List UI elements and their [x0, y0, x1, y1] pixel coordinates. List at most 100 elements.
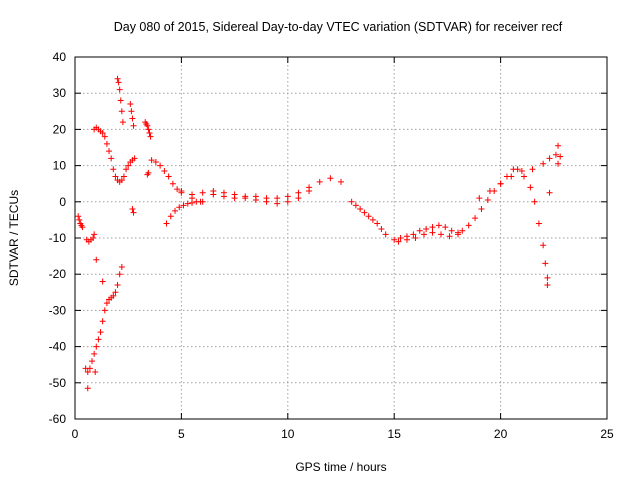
- series-scatter-late: [544, 142, 562, 289]
- data-point: [184, 200, 191, 207]
- data-point: [76, 216, 83, 223]
- series-near-start-dip: [75, 213, 86, 231]
- data-point: [161, 168, 168, 175]
- data-markers: [75, 75, 564, 392]
- y-tick-label: 0: [59, 195, 66, 209]
- data-point: [95, 336, 102, 343]
- y-tick-label: -60: [49, 412, 67, 426]
- data-point: [93, 343, 100, 350]
- data-point: [117, 97, 124, 104]
- data-point: [101, 307, 108, 314]
- data-point: [378, 225, 385, 232]
- data-point: [125, 162, 132, 169]
- data-point: [403, 236, 410, 243]
- data-point: [157, 162, 164, 169]
- data-point: [472, 215, 479, 222]
- y-tick-label: -40: [49, 340, 67, 354]
- data-point: [478, 206, 485, 213]
- series-early-10-cluster: [83, 231, 98, 245]
- data-point: [540, 242, 547, 249]
- x-tick-label: 20: [494, 427, 508, 441]
- data-point: [118, 177, 125, 184]
- data-point: [123, 166, 130, 173]
- data-point: [284, 198, 291, 205]
- series-secondary-band-5-5-11h: [189, 187, 313, 207]
- data-point: [497, 180, 504, 187]
- y-tick-label: 10: [53, 159, 67, 173]
- data-point: [174, 186, 181, 193]
- data-point: [165, 173, 172, 180]
- data-point: [438, 231, 445, 238]
- data-point: [148, 157, 155, 164]
- data-point: [180, 202, 187, 209]
- x-axis-label: GPS time / hours: [295, 460, 386, 474]
- data-point: [119, 119, 126, 126]
- data-point: [557, 153, 564, 160]
- data-point: [115, 79, 122, 86]
- data-point: [369, 216, 376, 223]
- data-point: [429, 224, 436, 231]
- data-point: [382, 231, 389, 238]
- data-point: [147, 133, 154, 140]
- data-point: [116, 271, 123, 278]
- grid-lines: [75, 57, 607, 419]
- series-upper-band: [91, 124, 138, 185]
- data-point: [508, 173, 515, 180]
- data-point: [176, 204, 183, 211]
- data-point: [361, 209, 368, 216]
- data-point: [129, 115, 136, 122]
- y-tick-label: -30: [49, 303, 67, 317]
- series-falling-13-14-5h: [348, 198, 389, 238]
- data-point: [352, 202, 359, 209]
- data-point: [410, 231, 417, 238]
- data-point: [327, 175, 334, 182]
- data-point: [84, 385, 91, 392]
- series-spike-near-3-4h: [142, 119, 154, 140]
- series-upper-rise-19-22-8h: [476, 151, 564, 202]
- data-point: [448, 227, 455, 234]
- data-point: [110, 292, 117, 299]
- data-point: [316, 178, 323, 185]
- data-point: [284, 193, 291, 200]
- series-trough-lower-15-18h: [395, 229, 462, 245]
- data-point: [118, 108, 125, 115]
- x-tick-label: 0: [72, 427, 79, 441]
- data-point: [152, 158, 159, 165]
- data-point: [446, 233, 453, 240]
- data-point: [103, 140, 110, 147]
- data-point: [79, 224, 86, 231]
- data-point: [535, 220, 542, 227]
- data-point: [114, 75, 121, 82]
- data-point: [306, 187, 313, 194]
- data-point: [544, 274, 551, 281]
- data-point: [116, 86, 123, 93]
- data-point: [529, 166, 536, 173]
- series-spike-near-2-7h: [127, 101, 137, 129]
- data-point: [103, 300, 110, 307]
- series-rise-18-20-5h: [459, 166, 517, 234]
- data-point: [99, 318, 106, 325]
- data-point: [412, 235, 419, 241]
- data-point: [540, 160, 547, 167]
- y-tick-label: -50: [49, 376, 67, 390]
- data-point: [514, 166, 521, 173]
- data-point: [423, 225, 430, 232]
- data-point: [555, 142, 562, 149]
- data-point: [476, 195, 483, 202]
- data-point: [527, 184, 534, 191]
- data-point: [442, 224, 449, 231]
- data-point: [484, 196, 491, 203]
- data-point: [365, 213, 372, 220]
- data-point: [455, 231, 462, 238]
- series-steep-rise-a: [82, 263, 125, 375]
- data-point: [99, 278, 106, 285]
- data-point: [521, 173, 528, 180]
- data-point: [391, 236, 398, 243]
- data-point: [84, 368, 91, 375]
- data-point: [112, 173, 119, 180]
- data-point: [163, 220, 170, 227]
- data-point: [552, 151, 559, 158]
- data-point: [101, 133, 108, 140]
- y-tick-label: -20: [49, 267, 67, 281]
